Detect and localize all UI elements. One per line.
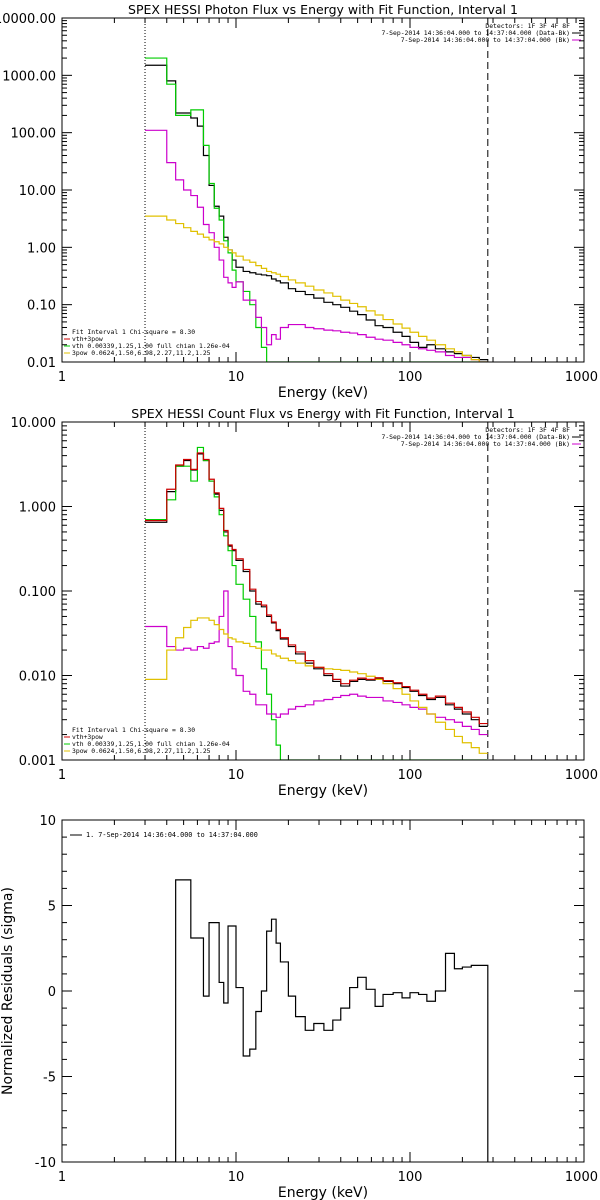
- chart-panel-2: 1 10 100 1000 0.001 0.010 0.100 1.000 10.000 SPEX…: [11, 406, 599, 799]
- legend-top-text: 7-Sep-2014 14:36:04.000 to 14:37:04.000 …: [381, 433, 570, 441]
- x-tick-label: 1: [58, 1170, 66, 1185]
- legend-fit-text: vth 0.00339,1.25,1.00 full chian 1.26e-0…: [72, 342, 230, 350]
- x-tick-label: 100: [398, 1170, 423, 1185]
- chart-panel-3: 1 10 100 1000 -10 -5 0 5 10 Energy (keV) Normalize…: [0, 814, 598, 1200]
- legend-top-text: 7-Sep-2014 14:36:04.000 to 14:37:04.000 …: [381, 29, 570, 37]
- plot-frame: [61, 17, 585, 363]
- legend-fit-text: 3pow 0.0624,1.50,6.98,2.27,11.2,1.25: [72, 747, 211, 755]
- plot-area: [145, 446, 488, 760]
- series-line-1: [145, 879, 489, 1162]
- series-line-2: [145, 446, 488, 760]
- x-tick-label: 10: [228, 370, 245, 385]
- legend-top-text: Detectors: 1F 3F 4F 8F: [485, 22, 570, 30]
- legend-top-text: Detectors: 1F 3F 4F 8F: [485, 426, 570, 434]
- series-line-2: [145, 57, 488, 362]
- y-tick-label: 1000.00: [2, 69, 56, 84]
- x-tick-label: 10: [228, 768, 245, 783]
- legend-top-text: 1. 7-Sep-2014 14:36:04.000 to 14:37:04.0…: [86, 831, 258, 839]
- plot-frame: [61, 421, 585, 761]
- legend-fit-text: vth+3pow: [72, 733, 103, 741]
- chart-title: SPEX HESSI Photon Flux vs Energy with Fi…: [128, 2, 518, 17]
- x-axis-label: Energy (keV): [278, 1185, 368, 1200]
- x-tick-label: 1000: [565, 370, 598, 385]
- y-tick-label: 0.010: [19, 670, 56, 685]
- x-tick-label: 100: [398, 768, 423, 783]
- y-tick-label: 0.10: [27, 299, 56, 314]
- series-line-5: [145, 452, 488, 725]
- y-tick-label: 5: [48, 900, 56, 915]
- legend-top-text: 7-Sep-2014 14:36:04.000 to 14:37:04.000 …: [401, 36, 570, 44]
- legend-fit-text: vth+3pow: [72, 335, 103, 343]
- legend-fit-text: Fit Interval 1 Chi-square = 8.30: [72, 726, 195, 734]
- series-line-3: [145, 129, 488, 362]
- legend-fit-text: Fit Interval 1 Chi-square = 8.30: [72, 328, 195, 336]
- plot-area: [145, 879, 489, 1162]
- x-tick-label: 1000: [565, 768, 598, 783]
- y-tick-label: 0.01: [27, 356, 56, 371]
- series-line-3: [145, 590, 488, 736]
- y-tick-label: -10: [35, 1156, 56, 1171]
- y-tick-label: 10.00: [19, 184, 56, 199]
- y-tick-label: 1.00: [27, 241, 56, 256]
- y-tick-label: 0.100: [19, 585, 56, 600]
- y-tick-label: 10.000: [11, 416, 57, 431]
- series-line-1: [145, 453, 488, 727]
- legend-fit-text: 3pow 0.0624,1.50,6.98,2.27,11.2,1.25: [72, 349, 211, 357]
- plot-area: [145, 57, 488, 362]
- y-tick-label: 0.001: [19, 754, 56, 769]
- chart-title: SPEX HESSI Count Flux vs Energy with Fit…: [131, 406, 514, 421]
- series-line-1: [145, 64, 488, 361]
- x-tick-label: 10: [228, 1170, 245, 1185]
- plot-frame: [61, 819, 585, 1163]
- x-tick-label: 1: [58, 370, 66, 385]
- chart-panel-1: 1 10 100 1000 0.01 0.10 1.00 10.00 100.00 1000.00…: [0, 2, 598, 401]
- x-axis-label: Energy (keV): [278, 783, 368, 799]
- y-axis-label: Normalized Residuals (sigma): [0, 887, 16, 1095]
- x-axis-label: Energy (keV): [278, 385, 368, 401]
- y-tick-label: 0: [48, 985, 56, 1000]
- x-tick-label: 100: [398, 370, 423, 385]
- y-tick-label: 100.00: [11, 127, 57, 142]
- x-tick-label: 1000: [565, 1170, 598, 1185]
- legend-fit-text: vth 0.00339,1.25,1.00 full chian 1.26e-0…: [72, 740, 230, 748]
- y-tick-label: -5: [43, 1071, 56, 1086]
- y-tick-label: 1.000: [19, 501, 56, 516]
- y-tick-label: 10: [39, 814, 56, 829]
- series-line-4: [145, 617, 488, 754]
- legend-top-text: 7-Sep-2014 14:36:04.000 to 14:37:04.000 …: [401, 440, 570, 448]
- series-line-4: [145, 215, 488, 362]
- x-tick-label: 1: [58, 768, 66, 783]
- y-tick-label: 10000.00: [0, 12, 56, 27]
